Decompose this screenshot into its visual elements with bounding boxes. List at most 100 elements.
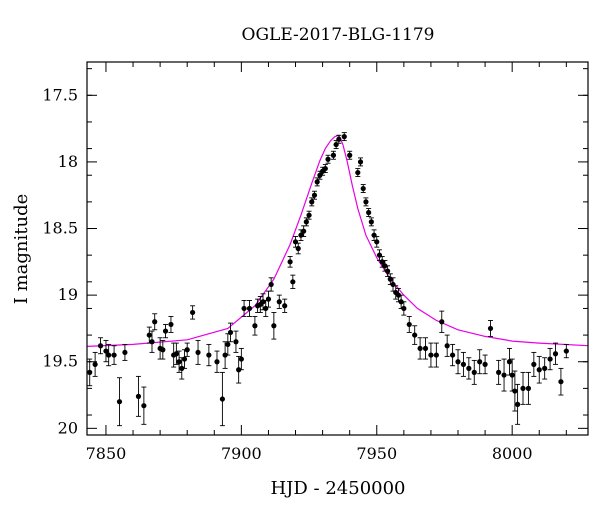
data-point <box>287 256 293 268</box>
data-point <box>563 343 569 359</box>
data-point <box>449 343 456 367</box>
data-marker <box>536 367 542 373</box>
data-marker <box>111 352 117 358</box>
data-point <box>417 337 423 360</box>
data-point <box>325 154 331 164</box>
data-marker <box>241 305 247 312</box>
data-point <box>238 347 244 371</box>
data-marker <box>214 359 220 365</box>
data-marker <box>149 339 155 345</box>
data-point <box>336 134 342 144</box>
data-marker <box>260 299 266 305</box>
data-marker <box>311 192 318 198</box>
data-marker <box>106 352 112 358</box>
data-point <box>162 323 169 339</box>
data-marker <box>301 228 307 234</box>
data-point <box>374 236 380 248</box>
data-marker <box>227 329 234 336</box>
data-marker <box>395 292 402 298</box>
data-point <box>401 301 407 316</box>
data-marker <box>422 345 429 352</box>
data-marker <box>482 361 488 367</box>
data-marker <box>181 356 188 362</box>
data-point <box>542 357 548 380</box>
data-point <box>190 305 196 320</box>
data-marker <box>135 393 142 399</box>
data-point <box>496 359 502 385</box>
x-ticks: 7850 7900 7950 8000 <box>86 62 567 463</box>
data-marker <box>487 325 494 332</box>
y-tick-label: 19 <box>58 285 78 304</box>
data-marker <box>190 309 196 316</box>
data-marker <box>236 367 242 373</box>
data-marker <box>542 365 548 371</box>
data-point <box>268 277 274 292</box>
data-marker <box>314 179 320 185</box>
data-marker <box>184 347 190 353</box>
data-marker <box>336 136 342 142</box>
data-marker <box>558 379 564 385</box>
data-point <box>295 242 301 255</box>
data-marker <box>466 365 472 371</box>
data-point <box>531 351 537 377</box>
data-marker <box>276 299 282 305</box>
data-points-layer <box>87 132 569 427</box>
data-marker <box>116 399 123 405</box>
x-tick-label: 7950 <box>356 444 397 463</box>
data-point <box>241 300 247 317</box>
data-marker <box>306 212 312 218</box>
data-point <box>87 358 93 387</box>
data-marker <box>341 134 347 140</box>
data-marker <box>363 199 369 205</box>
data-point <box>460 351 467 377</box>
data-marker <box>355 169 361 176</box>
data-marker <box>238 356 244 362</box>
data-point <box>222 341 228 369</box>
data-marker <box>246 305 253 312</box>
data-marker <box>317 172 323 178</box>
data-point <box>179 357 185 380</box>
data-marker <box>287 259 293 265</box>
data-marker <box>92 361 98 367</box>
data-point <box>227 322 234 343</box>
data-marker <box>252 323 258 329</box>
data-marker <box>509 372 515 378</box>
data-marker <box>347 152 353 158</box>
data-marker <box>152 319 158 325</box>
data-marker <box>122 349 128 356</box>
data-marker <box>460 361 467 367</box>
data-marker <box>219 396 226 402</box>
data-point <box>536 355 542 384</box>
data-point <box>103 339 109 363</box>
data-point <box>282 298 288 313</box>
data-point <box>225 333 231 356</box>
data-marker <box>512 388 518 394</box>
data-point <box>309 197 315 207</box>
data-marker <box>444 343 450 349</box>
data-marker <box>417 345 423 352</box>
data-point <box>366 208 372 217</box>
data-point <box>455 349 461 375</box>
data-marker <box>225 341 231 348</box>
data-point <box>219 371 226 427</box>
model-curve <box>86 134 589 347</box>
y-ticks: 17.5 18 18.5 19 19.5 20 <box>42 68 588 437</box>
data-point <box>214 350 220 373</box>
y-tick-label: 17.5 <box>42 85 78 104</box>
data-marker <box>412 332 418 338</box>
data-point <box>146 326 152 344</box>
data-marker <box>173 351 179 357</box>
data-point <box>311 190 318 200</box>
data-marker <box>455 359 461 365</box>
data-point <box>314 177 320 187</box>
data-point <box>195 339 201 365</box>
data-point <box>422 337 429 360</box>
y-tick-label: 20 <box>58 418 78 437</box>
data-point <box>501 358 507 392</box>
data-marker <box>141 403 147 409</box>
data-point <box>333 140 339 150</box>
data-marker <box>146 332 152 338</box>
data-point <box>290 274 296 289</box>
chart-title: OGLE-2017-BLG-1179 <box>242 25 435 45</box>
data-point <box>433 342 439 368</box>
